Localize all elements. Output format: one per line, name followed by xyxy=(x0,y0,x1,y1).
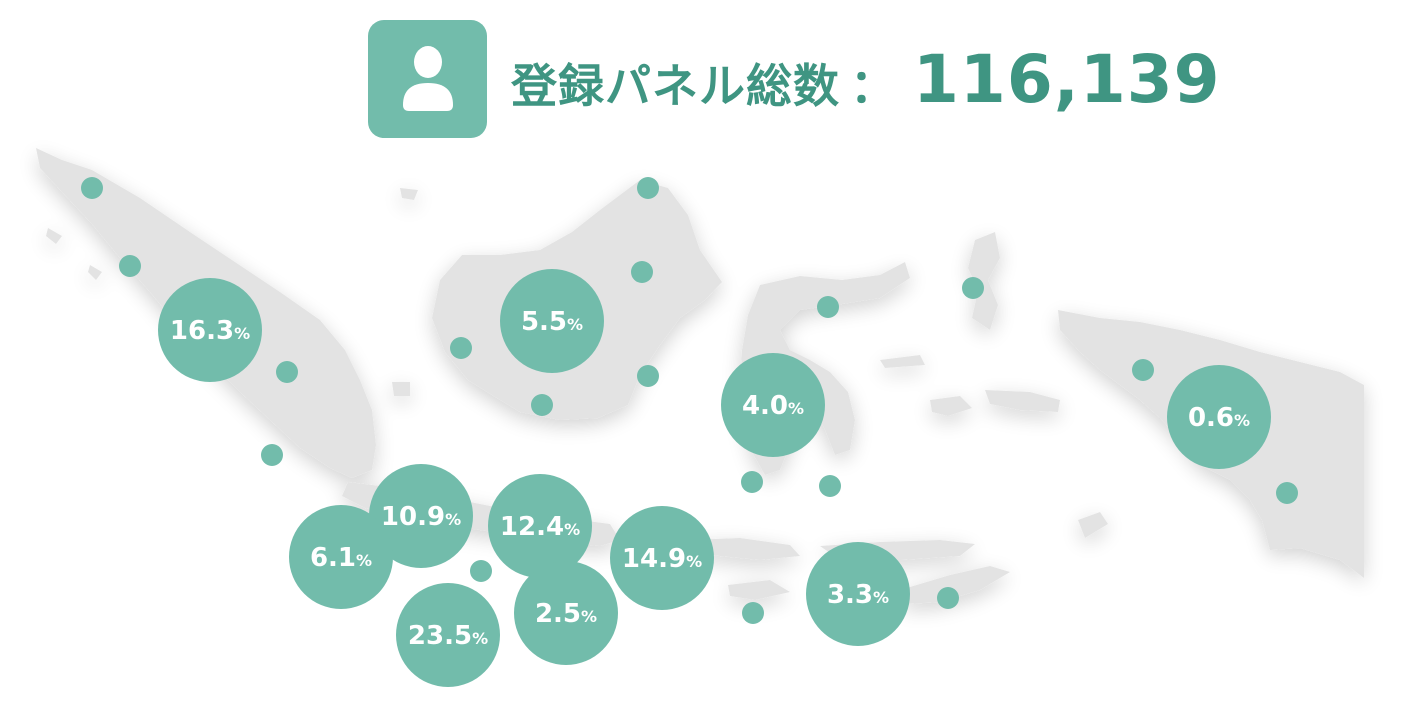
region-percentage-label: 16.3% xyxy=(170,316,250,346)
region-percentage-unit: % xyxy=(873,588,889,607)
region-percentage-unit: % xyxy=(472,629,488,648)
region-bubble-circle xyxy=(806,542,910,646)
panel-total-label: 登録パネル総数 xyxy=(511,58,840,113)
region-bubble-circle xyxy=(158,278,262,382)
region-bubble: 3.3% xyxy=(806,542,910,646)
island-lombok-sumbawa xyxy=(690,538,800,560)
region-dot xyxy=(531,394,553,416)
region-percentage-value: 3.3 xyxy=(827,580,873,610)
region-percentage-label: 6.1% xyxy=(310,543,372,573)
region-percentage-label: 2.5% xyxy=(535,599,597,629)
region-percentage-label: 14.9% xyxy=(622,544,702,574)
region-percentage-value: 14.9 xyxy=(622,544,686,574)
panel-total-title: 登録パネル総数 ： 116,139 xyxy=(511,41,1221,118)
region-dot xyxy=(450,337,472,359)
region-dot xyxy=(631,261,653,283)
region-percentage-label: 0.6% xyxy=(1188,403,1250,433)
island-seram xyxy=(985,390,1060,412)
island-timor xyxy=(900,566,1010,604)
region-percentage-value: 12.4 xyxy=(500,512,564,542)
region-percentage-unit: % xyxy=(686,552,702,571)
region-dot xyxy=(742,602,764,624)
island-buru xyxy=(930,396,972,416)
island-misc-4 xyxy=(392,382,410,396)
panel-total-count: 116,139 xyxy=(913,40,1221,118)
region-percentage-label: 4.0% xyxy=(742,391,804,421)
island-misc-3 xyxy=(400,188,418,200)
region-percentage-value: 6.1 xyxy=(310,543,356,573)
region-bubble-circle xyxy=(396,583,500,687)
region-dot xyxy=(637,365,659,387)
region-percentage-value: 0.6 xyxy=(1188,403,1234,433)
region-bubble: 10.9% xyxy=(369,464,473,568)
island-misc-2 xyxy=(1078,512,1108,538)
region-dot xyxy=(937,587,959,609)
region-percentage-unit: % xyxy=(564,520,580,539)
panel-total-header: 登録パネル総数 ： 116,139 xyxy=(368,20,1221,138)
region-bubble-circle xyxy=(514,561,618,665)
region-percentage-label: 5.5% xyxy=(521,307,583,337)
region-percentage-label: 3.3% xyxy=(827,580,889,610)
region-percentage-unit: % xyxy=(445,510,461,529)
region-bubbles: 16.3% 5.5%4.0% 0.6%10.9% 12.4%6.1% 14.9%23.5… xyxy=(158,269,1271,687)
region-percentage-label: 10.9% xyxy=(381,502,461,532)
region-dot xyxy=(741,471,763,493)
region-percentage-value: 16.3 xyxy=(170,316,234,346)
region-bubble-circle xyxy=(610,506,714,610)
region-dot xyxy=(1276,482,1298,504)
region-bubble-circle xyxy=(721,353,825,457)
region-dot xyxy=(81,177,103,199)
region-percentage-label: 23.5% xyxy=(408,621,488,651)
island-misc-1 xyxy=(880,355,925,368)
region-bubble-circle xyxy=(289,505,393,609)
region-bubble: 12.4% xyxy=(488,474,592,578)
region-dot xyxy=(819,475,841,497)
region-dot xyxy=(276,361,298,383)
region-bubble: 0.6% xyxy=(1167,365,1271,469)
user-badge xyxy=(368,20,487,138)
region-dots xyxy=(81,177,1298,624)
region-bubble-circle xyxy=(369,464,473,568)
region-bubble: 4.0% xyxy=(721,353,825,457)
region-percentage-value: 23.5 xyxy=(408,621,472,651)
region-percentage-unit: % xyxy=(234,324,250,343)
region-percentage-unit: % xyxy=(1234,411,1250,430)
region-percentage-value: 10.9 xyxy=(381,502,445,532)
region-bubble-circle xyxy=(488,474,592,578)
panel-total-colon: ： xyxy=(850,58,897,113)
region-bubble: 5.5% xyxy=(500,269,604,373)
region-percentage-unit: % xyxy=(788,399,804,418)
region-percentage-value: 5.5 xyxy=(521,307,567,337)
region-percentage-unit: % xyxy=(356,551,372,570)
region-dot xyxy=(637,177,659,199)
region-dot xyxy=(1132,359,1154,381)
region-dot xyxy=(470,560,492,582)
island-misc-6 xyxy=(88,265,102,280)
region-dot xyxy=(962,277,984,299)
region-bubble: 6.1% xyxy=(289,505,393,609)
region-bubble-circle xyxy=(1167,365,1271,469)
region-dot xyxy=(261,444,283,466)
region-bubble: 14.9% xyxy=(610,506,714,610)
region-dot xyxy=(817,296,839,318)
region-bubble: 23.5% xyxy=(396,583,500,687)
region-bubble: 16.3% xyxy=(158,278,262,382)
region-bubble-circle xyxy=(500,269,604,373)
island-halmahera xyxy=(968,232,1000,330)
region-percentage-value: 2.5 xyxy=(535,599,581,629)
region-percentage-label: 12.4% xyxy=(500,512,580,542)
region-bubble: 2.5% xyxy=(514,561,618,665)
region-dot xyxy=(119,255,141,277)
island-sumba xyxy=(728,580,790,600)
region-percentage-unit: % xyxy=(581,607,597,626)
region-percentage-value: 4.0 xyxy=(742,391,788,421)
region-percentage-unit: % xyxy=(567,315,583,334)
island-misc-5 xyxy=(46,228,62,244)
user-icon xyxy=(402,46,453,111)
